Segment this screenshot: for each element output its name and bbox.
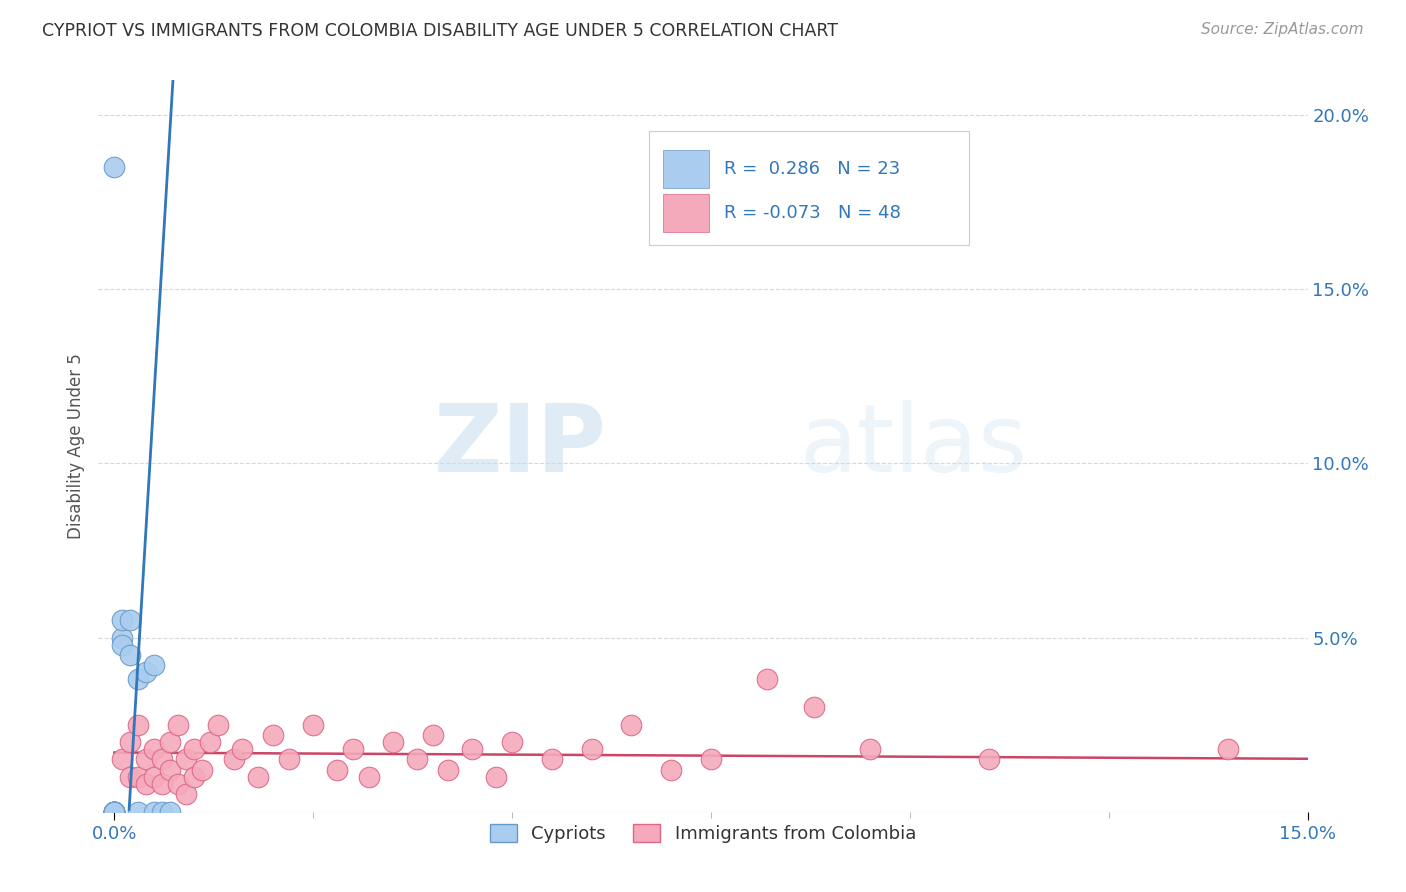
Point	[111, 638, 134, 652]
Point	[159, 735, 181, 749]
Point	[183, 742, 205, 756]
Point	[103, 805, 125, 819]
FancyBboxPatch shape	[664, 194, 709, 232]
Point	[127, 717, 149, 731]
Point	[262, 728, 284, 742]
Point	[159, 805, 181, 819]
Point	[859, 742, 882, 756]
Point	[198, 735, 221, 749]
Point	[755, 673, 778, 687]
Point	[127, 805, 149, 819]
Point	[103, 805, 125, 819]
Legend: Cypriots, Immigrants from Colombia: Cypriots, Immigrants from Colombia	[482, 816, 924, 850]
Text: ZIP: ZIP	[433, 400, 606, 492]
Text: atlas: atlas	[800, 400, 1028, 492]
Point	[103, 805, 125, 819]
Point	[143, 658, 166, 673]
Point	[150, 777, 173, 791]
Point	[342, 742, 364, 756]
Point	[143, 770, 166, 784]
Point	[207, 717, 229, 731]
Point	[167, 777, 190, 791]
Point	[700, 752, 723, 766]
Point	[127, 770, 149, 784]
Point	[381, 735, 404, 749]
Point	[103, 161, 125, 175]
Point	[231, 742, 253, 756]
Point	[167, 717, 190, 731]
Text: R =  0.286   N = 23: R = 0.286 N = 23	[724, 160, 900, 178]
Point	[302, 717, 325, 731]
Point	[150, 805, 173, 819]
Point	[183, 770, 205, 784]
Point	[326, 763, 349, 777]
Point	[1216, 742, 1239, 756]
Point	[120, 613, 142, 627]
Point	[422, 728, 444, 742]
Point	[540, 752, 562, 766]
Point	[581, 742, 603, 756]
Point	[278, 752, 301, 766]
Text: CYPRIOT VS IMMIGRANTS FROM COLOMBIA DISABILITY AGE UNDER 5 CORRELATION CHART: CYPRIOT VS IMMIGRANTS FROM COLOMBIA DISA…	[42, 22, 838, 40]
Point	[437, 763, 460, 777]
Point	[111, 752, 134, 766]
Point	[803, 700, 825, 714]
Point	[405, 752, 427, 766]
Point	[620, 717, 643, 731]
Point	[120, 735, 142, 749]
Point	[222, 752, 245, 766]
Point	[659, 763, 682, 777]
Point	[103, 805, 125, 819]
Point	[191, 763, 214, 777]
Point	[485, 770, 508, 784]
Point	[120, 648, 142, 662]
Point	[111, 613, 134, 627]
Point	[135, 665, 157, 680]
Point	[357, 770, 380, 784]
Point	[979, 752, 1001, 766]
Point	[103, 805, 125, 819]
Point	[103, 805, 125, 819]
Point	[103, 805, 125, 819]
Point	[120, 770, 142, 784]
FancyBboxPatch shape	[648, 131, 969, 244]
Point	[246, 770, 269, 784]
Point	[501, 735, 523, 749]
Text: R = -0.073   N = 48: R = -0.073 N = 48	[724, 203, 900, 222]
Point	[103, 805, 125, 819]
Point	[143, 742, 166, 756]
FancyBboxPatch shape	[664, 150, 709, 188]
Point	[159, 763, 181, 777]
Point	[143, 805, 166, 819]
Point	[150, 752, 173, 766]
Point	[127, 673, 149, 687]
Point	[111, 631, 134, 645]
Point	[174, 787, 197, 801]
Point	[135, 752, 157, 766]
Text: Source: ZipAtlas.com: Source: ZipAtlas.com	[1201, 22, 1364, 37]
Point	[135, 777, 157, 791]
Point	[461, 742, 484, 756]
Point	[174, 752, 197, 766]
Point	[103, 805, 125, 819]
Y-axis label: Disability Age Under 5: Disability Age Under 5	[66, 353, 84, 539]
Point	[103, 805, 125, 819]
